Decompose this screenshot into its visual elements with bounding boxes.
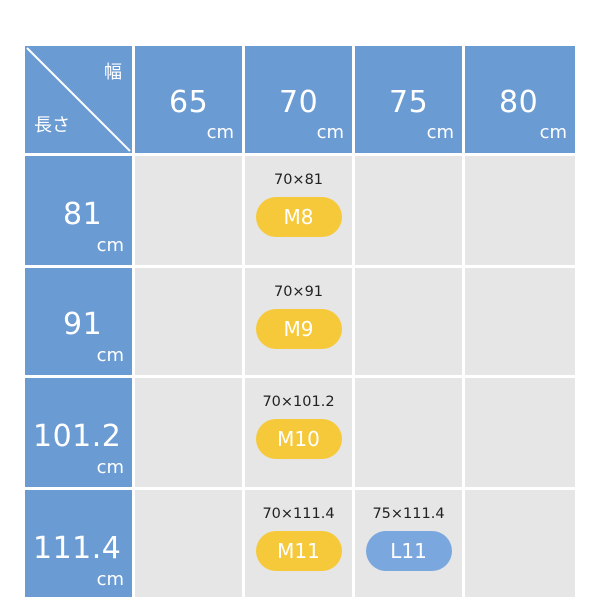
column-value: 75 [389,85,429,120]
grid-cell: 70×111.4 M11 [245,490,352,597]
column-value: 80 [499,85,539,120]
grid-cell: 70×101.2 M10 [245,378,352,487]
grid-cell [135,378,242,487]
column-header-65: 65 cm [135,46,242,153]
size-code-badge: M10 [255,419,342,459]
size-code-badge: L11 [365,531,452,571]
size-dimensions: 70×81 [273,172,324,188]
unit-label: cm [316,122,344,143]
corner-header-cell: 幅 長さ [25,46,132,153]
size-dimensions: 70×101.2 [262,394,335,410]
column-header-75: 75 cm [355,46,462,153]
unit-label: cm [539,122,567,143]
size-dimensions: 70×111.4 [262,506,335,522]
unit-label: cm [96,235,124,256]
grid-cell [355,156,462,265]
row-value: 101.2 [33,419,122,454]
column-header-80: 80 cm [465,46,575,153]
size-code-badge: M9 [255,309,342,349]
size-chart-table: 幅 長さ 65 cm 70 cm 75 cm 80 cm 81 cm 70×81… [25,46,575,597]
grid-cell: 70×81 M8 [245,156,352,265]
column-value: 70 [279,85,319,120]
grid-cell: 70×91 M9 [245,268,352,375]
row-header-101-2: 101.2 cm [25,378,132,487]
row-header-91: 91 cm [25,268,132,375]
size-code-badge: M11 [255,531,342,571]
row-value: 81 [63,197,103,232]
unit-label: cm [426,122,454,143]
grid-cell [465,268,575,375]
size-dimensions: 70×91 [273,284,324,300]
grid-cell [135,156,242,265]
size-dimensions: 75×111.4 [372,506,445,522]
column-value: 65 [169,85,209,120]
grid-cell [355,268,462,375]
unit-label: cm [96,457,124,478]
size-code-badge: M8 [255,197,342,237]
grid-cell [465,156,575,265]
row-value: 111.4 [33,531,122,566]
row-header-111-4: 111.4 cm [25,490,132,597]
diagonal-divider [26,47,131,152]
grid-cell [135,268,242,375]
column-header-70: 70 cm [245,46,352,153]
grid-cell [465,490,575,597]
unit-label: cm [206,122,234,143]
row-value: 91 [63,307,103,342]
row-header-81: 81 cm [25,156,132,265]
grid-cell [465,378,575,487]
grid-cell [135,490,242,597]
grid-cell [355,378,462,487]
length-label: 長さ [34,115,70,136]
unit-label: cm [96,345,124,366]
unit-label: cm [96,569,124,590]
width-label: 幅 [104,62,122,83]
grid-cell: 75×111.4 L11 [355,490,462,597]
